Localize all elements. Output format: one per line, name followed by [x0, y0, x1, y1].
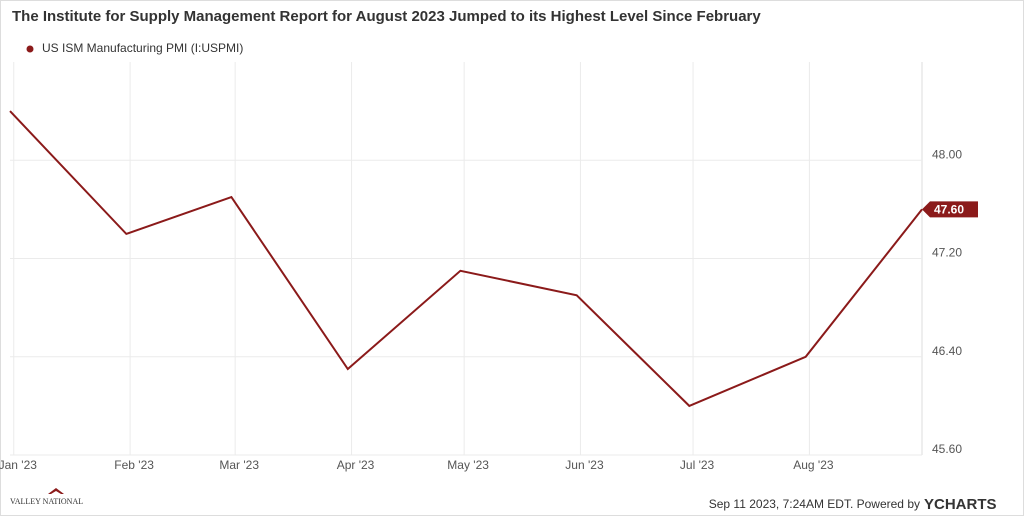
brand[interactable]: YCHARTS [924, 496, 997, 513]
value-label: 47.60 [934, 203, 964, 217]
logo: VALLEY NATIONAL [10, 488, 83, 506]
x-tick-label: Mar '23 [219, 458, 259, 472]
x-tick-label: Jul '23 [680, 458, 715, 472]
y-tick-label: 48.00 [932, 147, 962, 161]
series-line [9, 110, 923, 408]
y-tick-label: 45.60 [932, 442, 962, 456]
logo-text: VALLEY NATIONAL [10, 497, 83, 506]
plot-area: 45.60 46.40 47.20 48.00 Jan '23 Feb '23 Mar '2… [0, 62, 978, 472]
value-flag [922, 201, 978, 218]
x-tick-label: Feb '23 [114, 458, 154, 472]
x-tick-label: Aug '23 [793, 458, 834, 472]
x-tick-label: Jan '23 [0, 458, 37, 472]
y-tick-label: 46.40 [932, 344, 962, 358]
chart-title: The Institute for Supply Management Repo… [12, 8, 761, 25]
legend-label: US ISM Manufacturing PMI (I:USPMI) [42, 41, 243, 55]
x-tick-label: Apr '23 [337, 458, 375, 472]
x-tick-label: May '23 [447, 458, 489, 472]
timestamp: Sep 11 2023, 7:24AM EDT. Powered by [709, 497, 920, 511]
x-tick-label: Jun '23 [565, 458, 604, 472]
legend-marker [26, 45, 34, 53]
y-tick-label: 47.20 [932, 246, 962, 260]
